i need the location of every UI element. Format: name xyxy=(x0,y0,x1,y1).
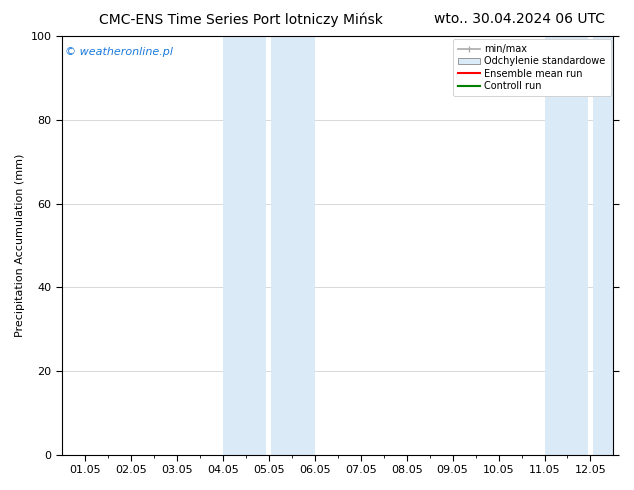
Bar xyxy=(223,36,266,455)
Legend: min/max, Odchylenie standardowe, Ensemble mean run, Controll run: min/max, Odchylenie standardowe, Ensembl… xyxy=(453,39,611,96)
Bar xyxy=(593,36,634,455)
Text: CMC-ENS Time Series Port lotniczy Mińsk: CMC-ENS Time Series Port lotniczy Mińsk xyxy=(99,12,383,27)
Text: © weatheronline.pl: © weatheronline.pl xyxy=(65,47,172,57)
Y-axis label: Precipitation Accumulation (mm): Precipitation Accumulation (mm) xyxy=(15,154,25,337)
Text: wto.. 30.04.2024 06 UTC: wto.. 30.04.2024 06 UTC xyxy=(434,12,605,26)
Bar xyxy=(271,36,314,455)
Bar xyxy=(545,36,588,455)
